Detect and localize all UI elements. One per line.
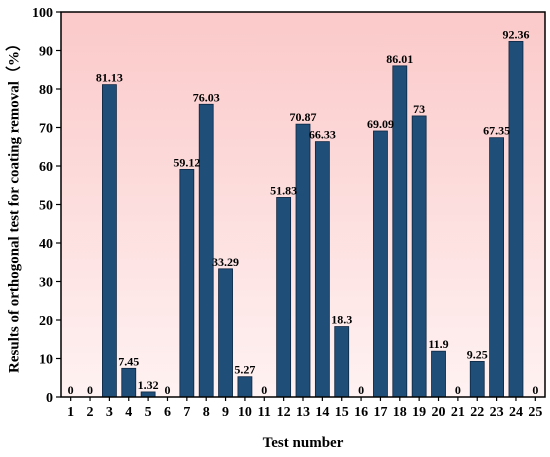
data-label-23: 67.35 <box>483 124 510 138</box>
x-tick-label-6: 6 <box>164 405 171 420</box>
y-tick-label-10: 10 <box>39 353 53 368</box>
data-label-21: 0 <box>455 383 461 397</box>
data-labels-layer: 0 081.137.451.32 059.1276.0333.295.27051.8… <box>68 27 539 397</box>
x-tick-label-1: 1 <box>67 405 74 420</box>
bar-19 <box>411 115 427 398</box>
y-tick-label-50: 50 <box>39 199 53 214</box>
bar-7 <box>179 168 195 398</box>
data-label-8: 76.03 <box>193 90 220 104</box>
bar-24 <box>508 41 524 398</box>
y-tick-label-20: 20 <box>39 314 53 329</box>
data-label-22: 9.25 <box>467 347 488 361</box>
x-tick-label-17: 17 <box>373 405 387 420</box>
data-label-15: 18.3 <box>331 313 352 327</box>
data-label-10: 5.27 <box>234 363 255 377</box>
y-tick-label-60: 60 <box>39 160 53 175</box>
y-tick-label-0: 0 <box>46 391 53 406</box>
x-tick-label-22: 22 <box>470 405 484 420</box>
data-label-9: 33.29 <box>212 255 239 269</box>
x-tick-label-19: 19 <box>412 405 426 420</box>
bar-13 <box>295 123 311 398</box>
x-tick-label-8: 8 <box>203 405 210 420</box>
data-label-13: 70.87 <box>290 110 317 124</box>
x-tick-label-12: 12 <box>277 405 291 420</box>
y-tick-label-70: 70 <box>39 122 53 137</box>
data-label-25: 0 <box>532 383 538 397</box>
bar-10 <box>237 376 253 398</box>
ticks-layer: 1 2 3 4 5 6 7 8 9 10 11 12 13 14 15 16 17 18 19 20 21 22 23 24 2… <box>32 6 542 420</box>
x-tick-label-3: 3 <box>106 405 113 420</box>
x-tick-label-5: 5 <box>145 405 152 420</box>
x-tick-label-23: 23 <box>490 405 504 420</box>
x-axis-title: Test number <box>263 435 344 451</box>
data-label-14: 66.33 <box>309 128 336 142</box>
y-tick-label-30: 30 <box>39 276 53 291</box>
data-label-3: 81.13 <box>96 71 123 85</box>
data-label-7: 59.12 <box>173 155 200 169</box>
bar-23 <box>489 137 505 398</box>
x-tick-label-4: 4 <box>125 405 132 420</box>
data-label-6: 0 <box>164 383 170 397</box>
bar-5 <box>140 391 156 398</box>
data-label-5: 1.32 <box>138 378 159 392</box>
data-label-20: 11.9 <box>428 337 448 351</box>
x-tick-label-16: 16 <box>354 405 368 420</box>
y-tick-label-40: 40 <box>39 237 53 252</box>
x-tick-label-9: 9 <box>222 405 229 420</box>
bar-20 <box>431 350 446 398</box>
x-tick-label-24: 24 <box>509 405 523 420</box>
x-tick-label-2: 2 <box>87 405 94 420</box>
y-axis-title: Results of orthogonal test for coating r… <box>4 36 22 373</box>
bar-4 <box>121 367 137 398</box>
bar-18 <box>392 65 408 398</box>
x-tick-label-13: 13 <box>296 405 310 420</box>
bar-8 <box>198 103 214 398</box>
data-label-16: 0 <box>358 383 364 397</box>
data-label-19: 73 <box>413 102 425 116</box>
x-tick-label-11: 11 <box>258 405 271 420</box>
data-label-12: 51.83 <box>270 183 297 197</box>
x-tick-label-14: 14 <box>315 405 329 420</box>
x-tick-label-21: 21 <box>451 405 465 420</box>
bar-9 <box>218 268 233 398</box>
data-label-17: 69.09 <box>367 117 394 131</box>
data-label-18: 86.01 <box>386 52 413 66</box>
x-tick-label-20: 20 <box>432 405 446 420</box>
y-tick-label-90: 90 <box>39 45 53 60</box>
data-label-11: 0 <box>261 383 267 397</box>
data-label-4: 7.45 <box>118 354 139 368</box>
bar-17 <box>373 130 388 398</box>
bar-14 <box>314 141 330 398</box>
data-label-1: 0 <box>68 383 74 397</box>
x-tick-label-18: 18 <box>393 405 407 420</box>
x-tick-label-15: 15 <box>335 405 349 420</box>
bar-15 <box>334 326 350 398</box>
bars-layer <box>102 41 524 398</box>
y-tick-label-80: 80 <box>39 83 53 98</box>
bar-3 <box>102 84 117 398</box>
x-tick-label-25: 25 <box>528 405 542 420</box>
data-label-24: 92.36 <box>502 27 529 41</box>
x-tick-label-10: 10 <box>238 405 252 420</box>
data-label-2: 0 <box>87 383 93 397</box>
bar-22 <box>469 360 485 398</box>
bar-12 <box>276 197 292 398</box>
x-tick-label-7: 7 <box>183 405 190 420</box>
y-tick-label-100: 100 <box>32 6 53 21</box>
